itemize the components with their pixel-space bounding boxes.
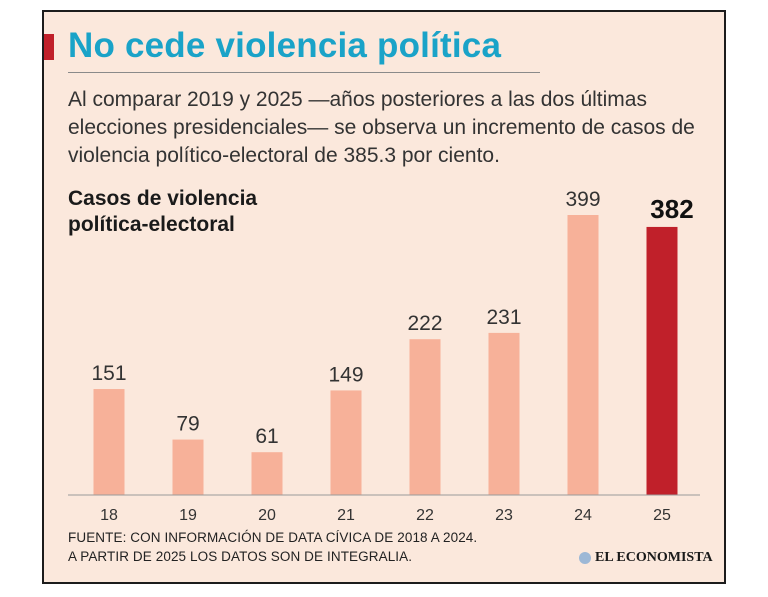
x-tick-20: 20 [258,507,276,524]
value-label-22: 222 [407,312,442,335]
x-tick-labels-group: 18 19 20 21 22 23 24 25 [100,507,671,524]
x-tick-21: 21 [337,507,355,524]
value-label-20: 61 [255,425,278,448]
value-labels-group: 151 79 61 149 222 231 399 382 [91,188,693,448]
bar-24 [567,215,599,495]
page-title: No cede violencia política [68,26,502,65]
x-tick-24: 24 [574,507,592,524]
globe-icon [579,552,591,564]
value-label-21: 149 [328,363,363,386]
x-tick-22: 22 [416,507,434,524]
bar-20 [251,452,283,495]
x-tick-23: 23 [495,507,513,524]
bar-22 [409,339,441,495]
title-divider [68,72,540,73]
subtitle: Al comparar 2019 y 2025 —años posteriore… [68,88,695,167]
bar-25 [646,226,678,496]
x-tick-19: 19 [179,507,197,524]
value-label-25: 382 [650,194,693,224]
publisher-name: EL ECONOMISTA [595,550,713,565]
infographic-card [42,10,726,584]
source-line-1: FUENTE: CON INFORMACIÓN DE DATA CÍVICA D… [68,530,478,545]
chart-title: Casos de violencia política-electoral [68,187,258,236]
bars-group [93,215,678,496]
bar-18 [93,389,125,495]
value-label-24: 399 [565,188,600,211]
value-label-18: 151 [91,362,126,385]
bar-19 [172,439,204,495]
bar-21 [330,390,362,495]
publisher-logo: EL ECONOMISTA [579,550,713,566]
value-label-19: 79 [176,413,199,436]
value-label-23: 231 [486,306,521,329]
source-note: FUENTE: CON INFORMACIÓN DE DATA CÍVICA D… [68,528,477,566]
x-tick-18: 18 [100,507,118,524]
title-accent-bar [44,34,54,60]
source-line-2: A PARTIR DE 2025 LOS DATOS SON DE INTEGR… [68,549,413,564]
x-tick-25: 25 [653,507,671,524]
bar-23 [488,332,520,495]
